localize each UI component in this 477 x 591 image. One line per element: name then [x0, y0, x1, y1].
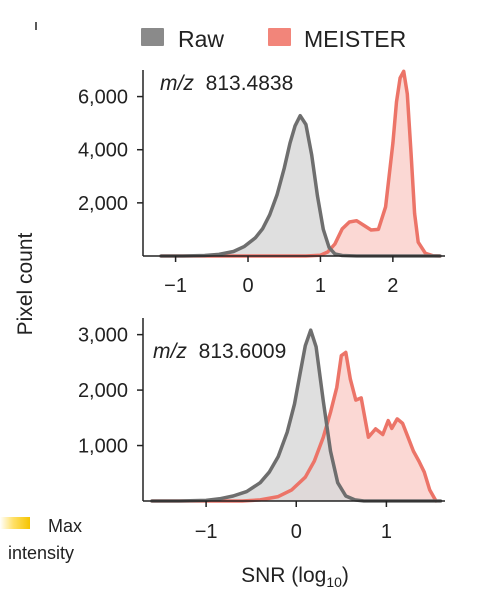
- panel-top-ytick-label: 4,000: [78, 140, 128, 162]
- panel-bottom-ytick-label: 2,000: [78, 380, 128, 402]
- panel-bottom: 1,000 2,000 3,000 −1 0 1 m/z 813.6009: [78, 318, 445, 543]
- panel-bottom-meister-line: [150, 350, 438, 503]
- panel-bottom-annotation-prefix: m/z: [153, 340, 187, 363]
- panel-bottom-raw-area: [152, 330, 441, 501]
- panel-top-annotation-value: 813.4838: [206, 72, 294, 95]
- panel-bottom-xtick-label: 1: [381, 521, 392, 543]
- panel-bottom-raw-line: [150, 328, 443, 503]
- y-axis-label: Pixel count: [14, 232, 37, 335]
- panel-bottom-meister-area: [152, 352, 436, 501]
- panel-top-meister-line: [159, 69, 442, 258]
- x-axis-label: SNR (log10): [241, 564, 349, 590]
- panel-top-meister-area: [161, 71, 440, 256]
- colorbar: Max intensity: [0, 516, 82, 563]
- x-axis-label-main: SNR (log: [241, 564, 326, 587]
- panel-bottom-series: [150, 328, 443, 503]
- panel-top-xtick-label: 2: [387, 275, 398, 297]
- panel-top-series: [159, 69, 442, 258]
- x-axis-label-close: ): [342, 564, 349, 587]
- legend-label-raw: Raw: [178, 26, 224, 52]
- panel-top-annotation: m/z 813.4838: [160, 72, 293, 95]
- legend-swatch-raw: [141, 28, 164, 46]
- legend-swatch-meister: [268, 28, 291, 46]
- colorbar-intensity-label: intensity: [8, 543, 74, 563]
- colorbar-gradient: [0, 517, 30, 529]
- legend-label-meister: MEISTER: [304, 26, 406, 52]
- panel-top-xtick-label: 1: [315, 275, 326, 297]
- x-axis-label-subscript: 10: [326, 574, 342, 590]
- panel-top-xtick-label: −1: [164, 275, 187, 297]
- panel-top-ytick-label: 2,000: [78, 193, 128, 215]
- panel-bottom-ytick-label: 3,000: [78, 325, 128, 347]
- panel-top-xtick-label: 0: [242, 275, 253, 297]
- panel-top-raw-area: [161, 115, 440, 256]
- panel-top-xticks: −1 0 1 2: [164, 256, 398, 297]
- panel-bottom-xtick-label: −1: [195, 521, 218, 543]
- panel-bottom-xtick-label: 0: [291, 521, 302, 543]
- panel-bottom-annotation-value: 813.6009: [199, 340, 287, 363]
- panel-bottom-annotation: m/z 813.6009: [153, 340, 286, 363]
- panel-bottom-xticks: −1 0 1: [195, 501, 392, 543]
- panel-top-ytick-label: 6,000: [78, 87, 128, 109]
- panel-bottom-yticks: 1,000 2,000 3,000: [78, 325, 143, 458]
- legend: Raw MEISTER: [141, 26, 406, 52]
- panel-top-yticks: 2,000 4,000 6,000: [78, 87, 143, 215]
- panel-top-annotation-prefix: m/z: [160, 72, 194, 95]
- panel-top: 2,000 4,000 6,000 −1 0 1 2 m/z 813.4838: [78, 69, 445, 297]
- panel-bottom-ytick-label: 1,000: [78, 436, 128, 458]
- colorbar-max-label: Max: [48, 516, 82, 536]
